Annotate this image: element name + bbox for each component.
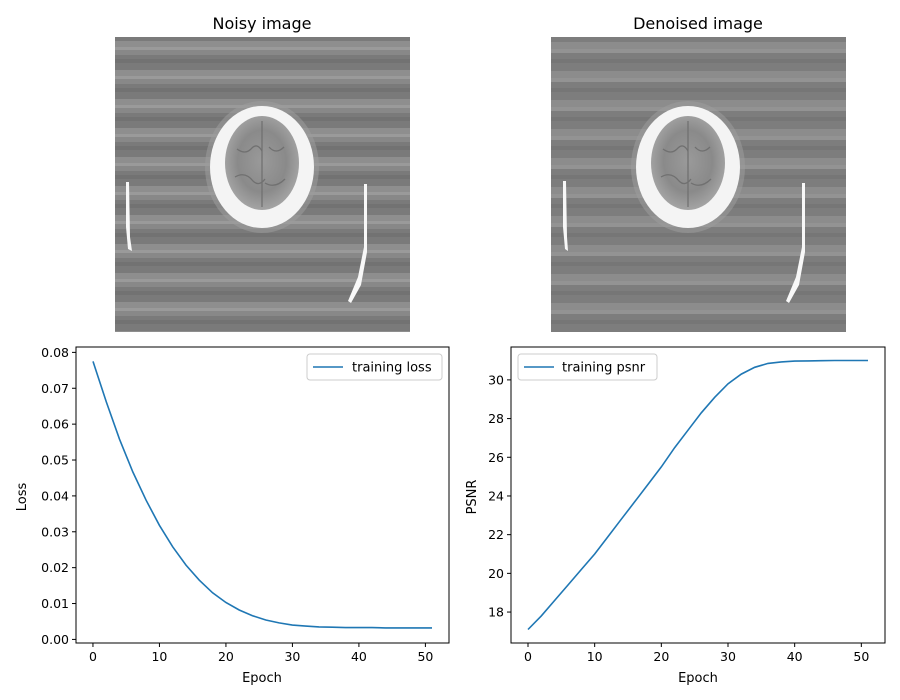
loss-chart-ytick-label: 0.04 [41, 488, 69, 503]
loss-chart-ylabel: Loss [15, 483, 30, 512]
psnr-chart-ytick-label: 22 [488, 527, 504, 542]
loss-chart-ytick-label: 0.03 [41, 524, 69, 539]
noisy-ct-image [115, 37, 410, 332]
loss-chart-ytick-label: 0.06 [41, 417, 69, 432]
loss-chart-ytick-label: 0.02 [41, 560, 69, 575]
loss-chart-plot-frame [75, 346, 450, 644]
loss-chart-ytick-label: 0.01 [41, 596, 69, 611]
psnr-chart-series-line [527, 359, 868, 631]
psnr-chart-xtick-label: 10 [587, 649, 603, 664]
psnr-chart-ytick-label: 30 [488, 372, 504, 387]
loss-chart-xtick-label: 10 [151, 649, 167, 664]
loss-chart-ytick-label: 0.07 [41, 381, 69, 396]
loss-chart-xtick-label: 0 [89, 649, 97, 664]
psnr-chart-xtick-label: 30 [720, 649, 736, 664]
psnr-chart-legend: training psnr [517, 353, 658, 381]
psnr-chart-plot-frame [510, 346, 886, 644]
loss-chart-legend: training loss [306, 353, 443, 381]
psnr-chart-legend-label: training psnr [562, 361, 646, 376]
denoised-image-title: Denoised image [633, 14, 763, 33]
loss-chart-xlabel: Epoch [242, 671, 282, 686]
loss-chart-ytick-label: 0.08 [41, 345, 69, 360]
psnr-chart: PSNR Epoch 0 10 20 30 40 50 18 20 22 24 26 28 30 tra… [465, 346, 886, 686]
psnr-chart-xtick-label: 0 [524, 649, 532, 664]
psnr-chart-ytick-label: 20 [488, 566, 504, 581]
loss-chart-xtick-label: 50 [417, 649, 433, 664]
loss-chart-ytick-label: 0.00 [41, 632, 69, 647]
loss-chart-xtick-label: 20 [218, 649, 234, 664]
psnr-chart-xtick-label: 50 [853, 649, 869, 664]
denoised-ct-image [551, 37, 846, 332]
loss-chart-xtick-label: 40 [351, 649, 367, 664]
psnr-chart-ytick-label: 28 [488, 411, 504, 426]
loss-chart-ytick-label: 0.05 [41, 453, 69, 468]
psnr-chart-xlabel: Epoch [678, 671, 718, 686]
loss-chart: Loss Epoch 0 10 20 30 40 50 0.00 0.01 0.02 0.03 0.… [15, 345, 450, 686]
psnr-chart-ytick-label: 24 [488, 488, 504, 503]
psnr-chart-ytick-label: 26 [488, 450, 504, 465]
loss-chart-series-line [92, 361, 432, 629]
loss-chart-legend-label: training loss [352, 361, 432, 376]
loss-chart-xtick-label: 30 [284, 649, 300, 664]
noisy-image-title: Noisy image [213, 14, 312, 33]
psnr-chart-ylabel: PSNR [465, 480, 480, 515]
psnr-chart-ytick-label: 18 [488, 605, 504, 620]
psnr-chart-xtick-label: 40 [787, 649, 803, 664]
psnr-chart-xtick-label: 20 [653, 649, 669, 664]
